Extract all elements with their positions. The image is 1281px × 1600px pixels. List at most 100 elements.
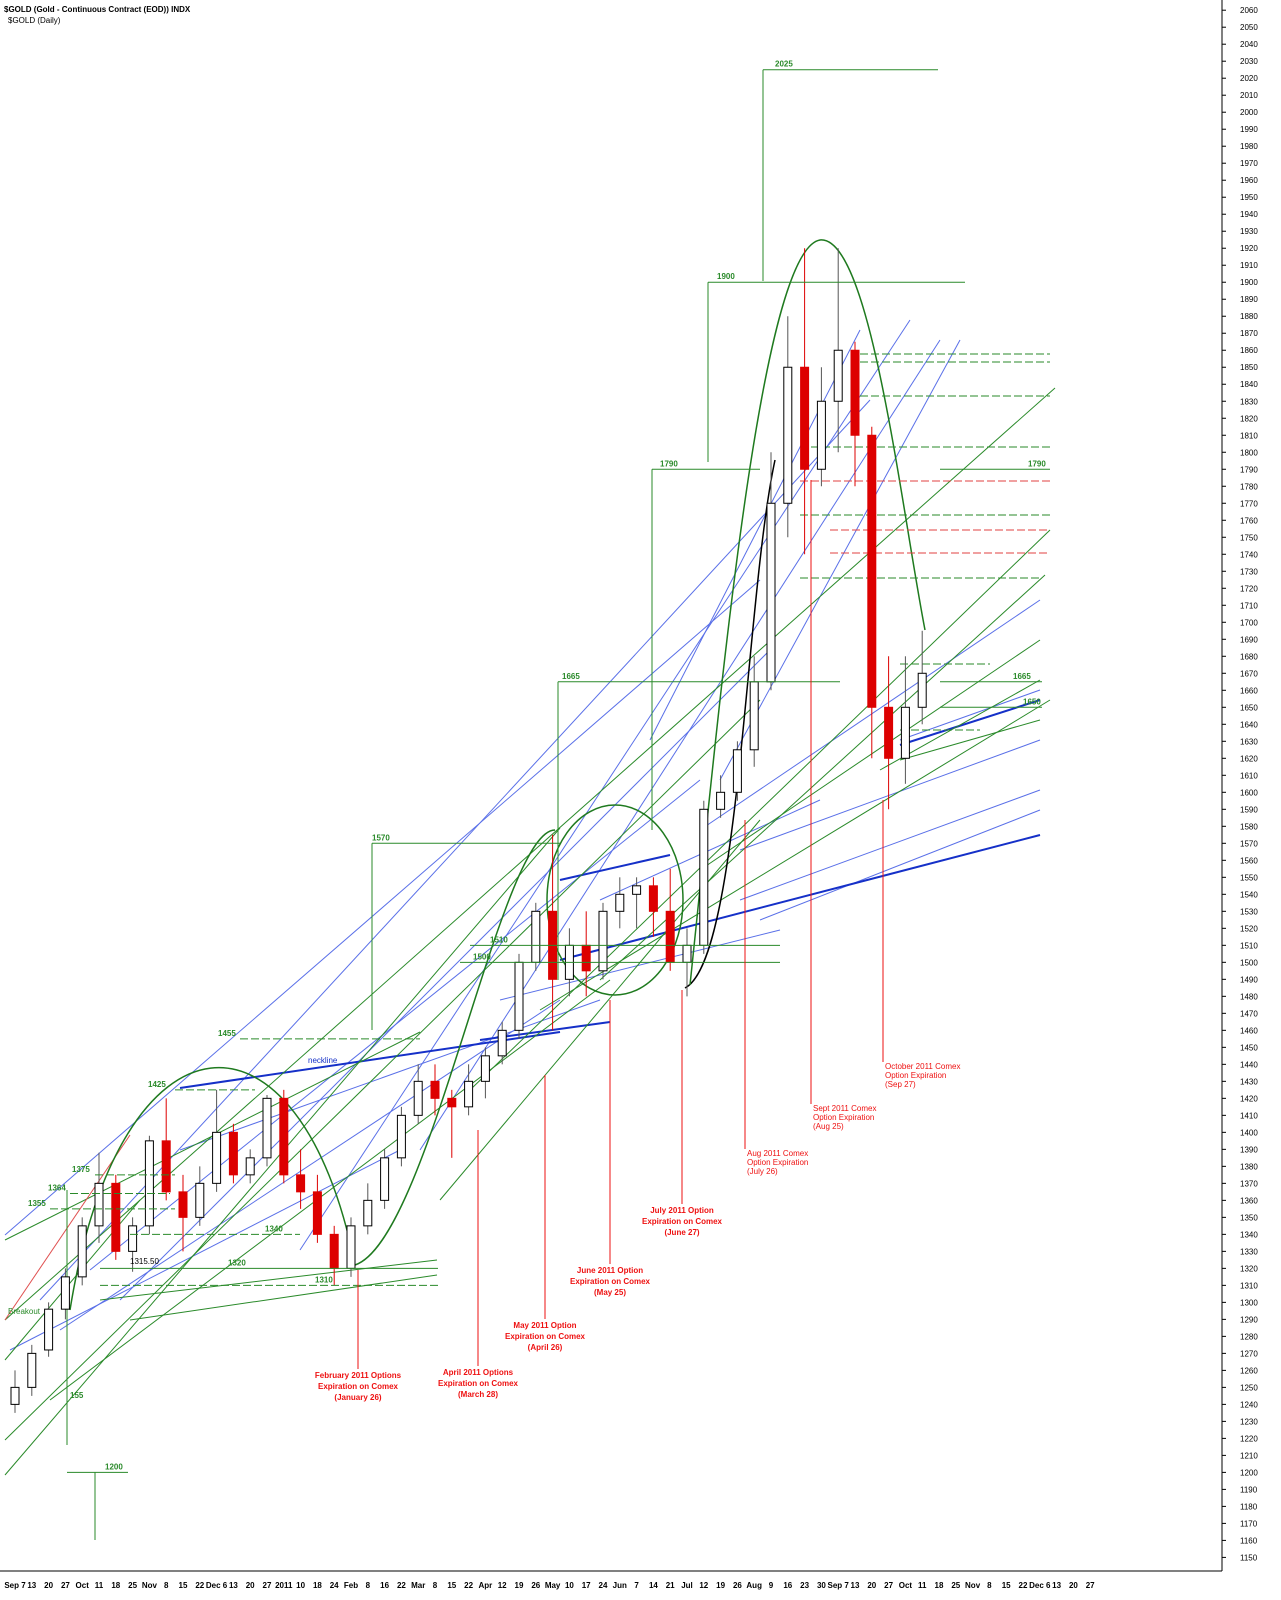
x-tick-label: 20 <box>1069 1581 1078 1590</box>
note: 155 <box>70 1391 84 1400</box>
level-label: 1790 <box>1028 459 1046 468</box>
x-tick-label: Mar <box>411 1581 425 1590</box>
y-tick-label: 1260 <box>1240 1366 1258 1375</box>
candle-body <box>111 1182 121 1252</box>
y-tick-label: 1630 <box>1240 737 1258 746</box>
expiration-label: Expiration on Comex <box>570 1277 651 1286</box>
x-tick-label: 14 <box>649 1581 658 1590</box>
y-tick-label: 2000 <box>1240 108 1258 117</box>
y-tick-label: 1450 <box>1240 1043 1258 1052</box>
candle-body <box>783 366 793 504</box>
level-label: 1510 <box>490 935 508 944</box>
y-tick-label: 1770 <box>1240 499 1258 508</box>
y-tick-label: 1970 <box>1240 159 1258 168</box>
candle-body <box>716 791 726 810</box>
y-tick-label: 1800 <box>1240 448 1258 457</box>
x-tick-label: 24 <box>330 1581 339 1590</box>
x-tick-label: 12 <box>498 1581 507 1590</box>
y-tick-label: 2010 <box>1240 91 1258 100</box>
y-tick-label: 1880 <box>1240 312 1258 321</box>
candle-body <box>464 1080 474 1108</box>
x-tick-label: 10 <box>296 1581 305 1590</box>
level-label: 1500 <box>473 952 491 961</box>
y-tick-label: 1590 <box>1240 805 1258 814</box>
y-tick-label: 1860 <box>1240 346 1258 355</box>
candle-body <box>94 1182 104 1227</box>
x-tick-label: 20 <box>246 1581 255 1590</box>
x-tick-label: 8 <box>164 1581 169 1590</box>
expiration-label: April 2011 Options <box>443 1368 514 1377</box>
y-tick-label: 2030 <box>1240 57 1258 66</box>
y-tick-label: 1760 <box>1240 516 1258 525</box>
expiration-label: Expiration on Comex <box>438 1379 519 1388</box>
x-tick-label: 13 <box>851 1581 860 1590</box>
level-label: 1900 <box>717 272 735 281</box>
candle-body <box>178 1191 188 1218</box>
y-tick-label: 1780 <box>1240 482 1258 491</box>
candle-body <box>312 1191 322 1235</box>
expiration-label: October 2011 Comex <box>885 1062 960 1071</box>
y-tick-label: 1740 <box>1240 550 1258 559</box>
x-tick-label: Jun <box>613 1581 627 1590</box>
expiration-label: Option Expiration <box>747 1158 808 1167</box>
y-tick-label: 1710 <box>1240 601 1258 610</box>
level-label: 1200 <box>105 1462 123 1471</box>
y-tick-label: 1580 <box>1240 822 1258 831</box>
candle-body <box>161 1140 171 1193</box>
candle-body <box>60 1276 70 1310</box>
candle-body <box>867 434 877 708</box>
y-tick-label: 1340 <box>1240 1230 1258 1239</box>
expiration-label: (July 26) <box>747 1167 778 1176</box>
x-tick-label: 27 <box>263 1581 272 1590</box>
x-tick-label: 10 <box>565 1581 574 1590</box>
candle-body <box>44 1308 54 1351</box>
y-tick-label: 1350 <box>1240 1213 1258 1222</box>
x-tick-label: 11 <box>95 1581 104 1590</box>
x-tick-label: Dec 6 <box>206 1581 228 1590</box>
y-tick-label: 1200 <box>1240 1468 1258 1477</box>
y-tick-label: 1550 <box>1240 873 1258 882</box>
candle-body <box>648 885 658 912</box>
note: 1315.50 <box>130 1257 159 1266</box>
level-label: 1665 <box>1013 672 1031 681</box>
arc <box>354 829 556 1266</box>
red-dashed-levels <box>800 480 1050 554</box>
level-label: 1665 <box>562 672 580 681</box>
y-tick-label: 1930 <box>1240 227 1258 236</box>
candle-body <box>396 1114 406 1159</box>
expiration-label: Aug 2011 Comex <box>747 1149 808 1158</box>
blue-trend-lines <box>4 319 1041 1351</box>
y-tick-label: 1730 <box>1240 567 1258 576</box>
candle-body <box>514 961 524 1031</box>
level-label: 1455 <box>218 1029 236 1038</box>
y-tick-label: 1460 <box>1240 1026 1258 1035</box>
y-tick-label: 1570 <box>1240 839 1258 848</box>
level-label: 1364 <box>48 1184 66 1193</box>
y-tick-label: 1190 <box>1240 1485 1258 1494</box>
y-tick-label: 1220 <box>1240 1434 1258 1443</box>
y-tick-label: 1610 <box>1240 771 1258 780</box>
candle-body <box>228 1131 238 1176</box>
x-tick-label: 22 <box>397 1581 406 1590</box>
candle-body <box>581 944 591 972</box>
expiration-label: Option Expiration <box>885 1071 946 1080</box>
x-tick-label: 8 <box>433 1581 438 1590</box>
expiration-label: Option Expiration <box>813 1113 874 1122</box>
candle-body <box>27 1352 37 1388</box>
candle-body <box>833 349 843 402</box>
x-tick-label: Apr <box>479 1581 493 1590</box>
y-tick-label: 1620 <box>1240 754 1258 763</box>
y-tick-label: 1890 <box>1240 295 1258 304</box>
candle-body <box>346 1225 356 1269</box>
x-tick-label: 11 <box>918 1581 927 1590</box>
x-tick-label: 18 <box>111 1581 120 1590</box>
expiration-label: February 2011 Options <box>315 1371 402 1380</box>
candle-body <box>732 749 742 793</box>
y-tick-label: 1790 <box>1240 465 1258 474</box>
candle-body <box>531 910 541 963</box>
y-tick-label: 1820 <box>1240 414 1258 423</box>
x-tick-label: Jul <box>681 1581 693 1590</box>
y-tick-label: 1360 <box>1240 1196 1258 1205</box>
y-tick-label: 1380 <box>1240 1162 1258 1171</box>
y-tick-label: 1250 <box>1240 1383 1258 1392</box>
